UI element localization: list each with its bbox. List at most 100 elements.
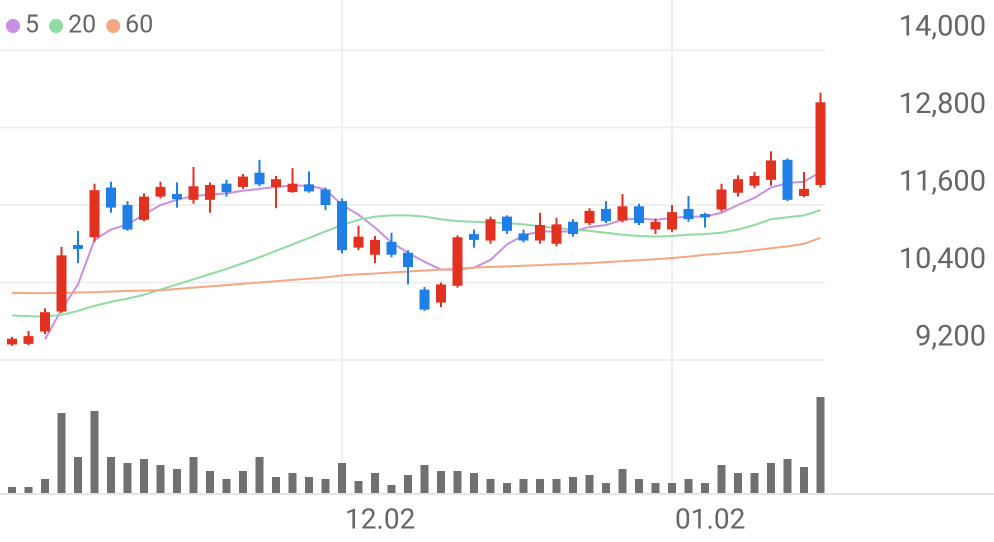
candle-body	[40, 312, 50, 332]
candle-body	[106, 187, 116, 208]
volume-bar	[404, 475, 412, 493]
candle-body	[502, 216, 512, 231]
volume-bar	[288, 473, 297, 493]
candle-body	[205, 184, 215, 200]
volume-bar	[585, 475, 594, 493]
candle-body	[551, 224, 562, 244]
volume-bar	[338, 463, 346, 493]
volume-bar	[206, 471, 214, 493]
candle-body	[766, 160, 776, 180]
volume-bar	[305, 477, 313, 493]
volume-bar	[750, 473, 759, 493]
candle-body	[370, 239, 380, 255]
candle-body	[271, 179, 281, 187]
volume-bar	[321, 479, 330, 493]
candle-body	[634, 206, 644, 224]
volume-bar	[74, 457, 82, 493]
candle-body	[353, 236, 364, 248]
volume-bar	[684, 479, 693, 493]
candle-body	[815, 102, 826, 185]
candle-body	[73, 245, 83, 249]
volume-bar	[189, 457, 198, 493]
candle-body	[419, 289, 430, 310]
y-tick-label: 10,400	[899, 242, 986, 276]
volume-bar	[503, 483, 511, 493]
candle-body	[518, 233, 529, 241]
volume-bar	[635, 479, 643, 493]
volume-bar	[486, 479, 495, 493]
volume-bar	[668, 483, 676, 493]
volume-bar	[651, 483, 660, 493]
x-tick-label: 01.02	[675, 502, 745, 535]
volume-bar	[453, 471, 462, 493]
volume-bar	[354, 481, 363, 493]
volume-bar	[602, 483, 610, 493]
candle-body	[254, 172, 265, 185]
candle-body	[650, 221, 661, 230]
volume-bar	[24, 487, 33, 493]
legend-label: 5	[25, 11, 39, 40]
candle-body	[716, 189, 727, 210]
candle-body	[799, 188, 809, 196]
candle-body	[667, 212, 677, 230]
candle-body	[469, 234, 479, 240]
candle-body	[89, 190, 100, 238]
candle-body	[23, 336, 34, 344]
candle-body	[337, 201, 347, 251]
legend-dot	[106, 19, 121, 33]
candle-body	[122, 205, 133, 230]
legend-dot	[6, 19, 20, 33]
candle-body	[452, 237, 463, 286]
candle-body	[304, 184, 314, 192]
candle-body	[749, 175, 760, 186]
volume-bar	[717, 465, 726, 493]
moving-average-line	[11, 209, 821, 318]
volume-bar	[783, 459, 792, 493]
volume-bar	[272, 477, 280, 493]
candle-body	[436, 284, 446, 303]
candle-body	[782, 159, 793, 200]
volume-bar	[8, 487, 16, 493]
candle-body	[139, 196, 149, 220]
volume-bar	[800, 467, 808, 493]
candle-body	[56, 255, 67, 312]
candle-body	[700, 214, 710, 218]
candle-body	[617, 206, 628, 221]
volume-bar	[222, 479, 231, 493]
volume-bar	[41, 479, 49, 493]
candle-body	[601, 208, 611, 222]
candle-body	[568, 221, 578, 235]
volume-bar	[255, 457, 264, 493]
candle-body	[7, 338, 17, 345]
y-tick-label: 14,000	[899, 10, 986, 44]
candle-body	[584, 210, 595, 224]
candle-body	[188, 186, 199, 200]
volume-bar	[173, 469, 181, 493]
candle-body	[172, 194, 182, 200]
volume-bar	[519, 479, 528, 493]
volume-bar	[387, 485, 396, 493]
volume-bar	[816, 397, 825, 493]
volume-bar	[734, 473, 742, 493]
legend-label: 20	[68, 11, 96, 40]
volume-bar	[239, 471, 247, 493]
legend-dot	[49, 19, 64, 33]
volume-bar	[437, 471, 445, 493]
volume-bar	[701, 483, 709, 493]
volume-bar	[140, 459, 148, 493]
x-tick-label: 12.02	[345, 502, 415, 535]
volume-bar	[569, 477, 577, 493]
y-tick-label: 12,800	[899, 87, 986, 121]
candle-body	[155, 186, 166, 197]
volume-bar	[156, 465, 165, 493]
candle-body	[221, 183, 232, 193]
volume-bar	[552, 479, 561, 493]
volume-bar	[371, 473, 379, 493]
volume-bar	[57, 413, 66, 493]
candle-body	[287, 183, 298, 193]
candle-body	[733, 179, 743, 193]
candle-body	[535, 225, 545, 241]
volume-bar	[536, 479, 544, 493]
volume-bar	[618, 469, 627, 493]
